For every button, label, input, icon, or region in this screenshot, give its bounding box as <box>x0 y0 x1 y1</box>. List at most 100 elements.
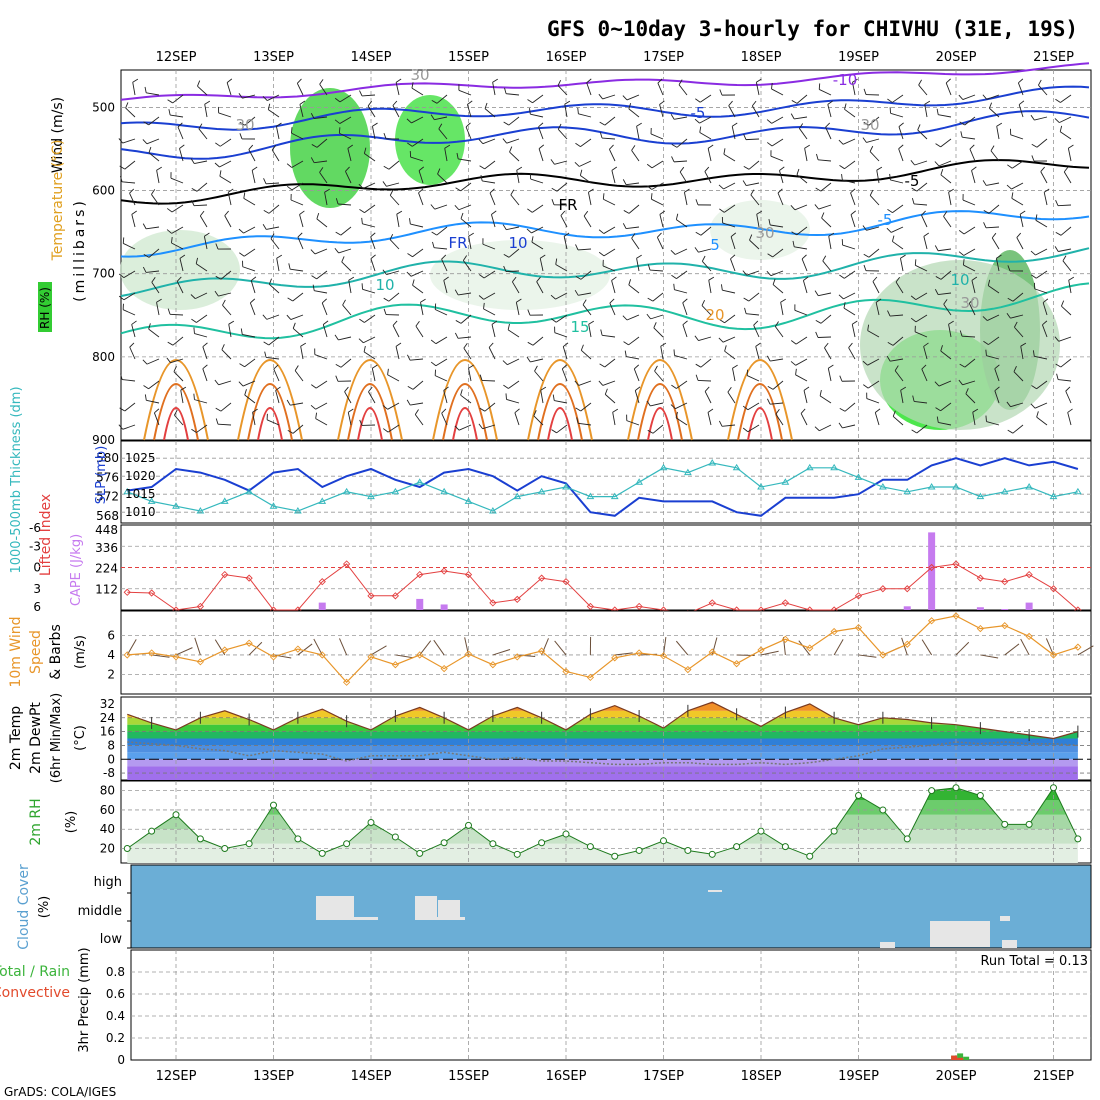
wind-barb-flag <box>819 389 822 396</box>
wind-barb-staff <box>892 94 904 103</box>
wind-barb <box>631 145 640 162</box>
wind-barb-staff <box>682 302 688 316</box>
wind-barb <box>921 210 928 228</box>
wind-barb <box>867 324 880 338</box>
wind-barb-staff <box>481 379 496 382</box>
wind-barb-flag <box>972 408 979 413</box>
wind-barb-flag <box>315 412 318 419</box>
wind-barb <box>1030 114 1048 121</box>
wind-barb-flag <box>707 144 714 149</box>
contour-label: 10 <box>375 276 394 294</box>
wind-barb-flag <box>1007 429 1014 434</box>
temp-color-band <box>127 745 1078 753</box>
wind-barb-staff <box>869 151 880 162</box>
wind-barb-staff <box>1035 248 1048 256</box>
wind-barb-staff <box>1067 148 1072 162</box>
wind-barb-flag <box>869 145 874 152</box>
wind-barb-staff <box>506 226 520 231</box>
wind-barb-staff <box>771 88 784 96</box>
wind-barb-flag <box>646 163 653 169</box>
wind-barb-staff <box>242 333 256 338</box>
wind-barb <box>608 144 616 162</box>
wind-barb-staff <box>628 336 640 346</box>
wind-barb-flag <box>299 100 306 105</box>
wind-barb-flag <box>1055 200 1059 206</box>
wind-barb-staff <box>443 390 448 404</box>
wind-barb-staff <box>988 285 1000 294</box>
rh-point <box>806 852 814 860</box>
wind-barb-flag <box>430 204 436 210</box>
wind-barb-flag <box>198 123 203 130</box>
wind-barb-staff <box>123 243 136 250</box>
wind-barb-staff <box>794 116 808 120</box>
wind-barb-flag <box>555 258 558 265</box>
wind-barb-flag <box>286 163 293 168</box>
upper-ytick-label: 600 <box>92 184 115 198</box>
wind-barb <box>695 94 712 103</box>
wind-barb-flag <box>943 299 948 305</box>
wind-barb-staff <box>770 402 784 405</box>
wind-barb-flag <box>228 320 235 325</box>
wind-barb <box>1061 300 1072 316</box>
wind-barb <box>383 292 400 302</box>
wind-barb-flag <box>815 319 822 324</box>
cape-bar <box>903 606 911 610</box>
thickness-point <box>220 497 229 504</box>
wind-barb <box>863 88 880 96</box>
wind-speed-point <box>684 665 692 674</box>
cape-bar <box>1001 609 1009 610</box>
wind-barb-staff <box>588 324 592 338</box>
wind-barb <box>430 204 448 210</box>
wind-barb-flag <box>991 232 997 239</box>
wind-barb-flag <box>623 341 629 346</box>
wind-barb-flag <box>1061 300 1065 307</box>
wind-barb-staff <box>961 335 976 338</box>
temp-ytick-label: -8 <box>103 766 115 780</box>
wind-barb-staff <box>580 350 592 360</box>
wind-barb <box>982 94 1000 100</box>
wind-barb-flag <box>191 199 195 206</box>
wind-barb-staff <box>532 94 544 104</box>
wind-barb <box>431 94 448 104</box>
wind-barb-flag <box>850 188 856 194</box>
wind-barb <box>777 188 784 206</box>
wind-barb-flag <box>612 408 619 413</box>
wind-barb <box>940 168 952 184</box>
wind-barb-flag <box>753 320 759 326</box>
boundary-layer-contour <box>337 359 403 441</box>
wind-barb-staff <box>198 128 208 140</box>
wind-barb <box>911 424 928 434</box>
wind-barb-staff <box>612 412 616 426</box>
wind-barb-staff <box>482 243 496 250</box>
wind-barb <box>367 100 376 118</box>
wind-barb <box>288 263 304 272</box>
wind-barb <box>1055 226 1072 236</box>
wind-barb-staff <box>869 195 880 206</box>
wind-barb-staff <box>828 236 832 250</box>
wind-barb-flag <box>994 386 1000 392</box>
wind-barb-staff <box>297 236 304 250</box>
wind-barb <box>502 358 520 366</box>
wind-barb-flag <box>730 254 736 260</box>
wind-barb <box>122 303 136 316</box>
wind-barb-staff <box>414 414 424 426</box>
wind-barb <box>538 144 545 162</box>
wind-barb-flag <box>889 173 891 180</box>
wind-barb-flag <box>148 323 151 330</box>
wind-speed-point <box>123 651 131 659</box>
wind-barb-flag <box>166 208 173 213</box>
wind-barb-staff <box>732 368 736 382</box>
wind-barb-flag <box>675 213 679 220</box>
wind-barb-staff <box>387 424 400 433</box>
wind-barb-flag <box>910 160 915 166</box>
wind-barb <box>215 243 232 250</box>
wind-barb <box>468 364 474 382</box>
wind-barb <box>923 342 929 360</box>
wind-barb-flag <box>934 161 940 167</box>
wind-barb-flag <box>299 210 305 215</box>
wind-barb-flag <box>800 408 806 414</box>
wind-barb <box>358 336 376 344</box>
wind-barb <box>650 193 664 206</box>
wind-barb-staff <box>291 182 304 191</box>
